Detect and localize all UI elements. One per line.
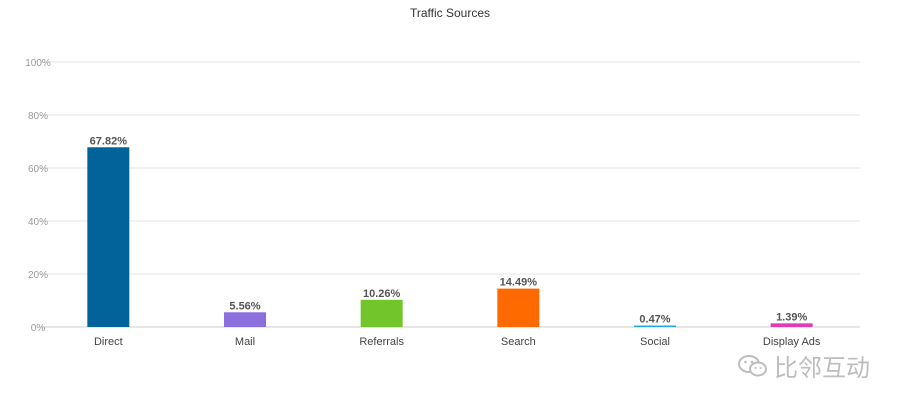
x-tick-label: Direct (94, 336, 123, 348)
bar-mail (224, 312, 266, 327)
data-label: 10.26% (363, 288, 401, 300)
bar-social (634, 325, 676, 327)
data-label: 14.49% (500, 277, 538, 289)
bar-direct (87, 147, 130, 327)
watermark: 比邻互动 (738, 348, 870, 383)
x-tick-label: Display Ads (763, 336, 821, 348)
y-tick-label: 20% (28, 270, 48, 281)
data-label: 1.39% (776, 311, 807, 323)
y-tick-label: 100% (25, 58, 51, 69)
bars (87, 147, 813, 327)
bar-search (497, 288, 540, 327)
y-axis-ticks: 0% 20% 40% 60% 80% 100% (25, 58, 51, 334)
x-tick-label: Referrals (359, 336, 404, 348)
gridlines (40, 61, 860, 328)
x-tick-label: Search (501, 336, 536, 348)
bar-referrals (360, 299, 403, 327)
y-tick-label: 80% (28, 111, 48, 122)
data-labels: 67.82% 5.56% 10.26% 14.49% 0.47% 1.39% (90, 135, 808, 325)
chart-title: Traffic Sources (410, 6, 490, 20)
x-tick-label: Social (640, 336, 670, 348)
watermark-text: 比邻互动 (774, 355, 870, 382)
y-tick-label: 60% (28, 164, 48, 175)
x-tick-label: Mail (235, 336, 255, 348)
y-tick-label: 0% (31, 323, 46, 334)
data-label: 5.56% (229, 300, 260, 312)
wechat-icon (738, 354, 768, 378)
data-label: 0.47% (639, 314, 670, 326)
data-label: 67.82% (90, 135, 128, 147)
bar-display-ads (770, 323, 813, 327)
x-axis-ticks: Direct Mail Referrals Search Social Display A… (94, 336, 821, 348)
y-tick-label: 40% (28, 217, 48, 228)
